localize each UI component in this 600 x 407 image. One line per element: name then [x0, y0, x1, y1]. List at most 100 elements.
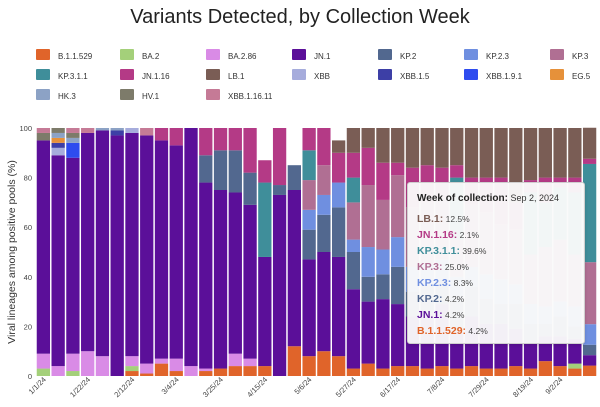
bar-segment[interactable]: [302, 259, 316, 357]
bar-segment[interactable]: [81, 351, 95, 376]
bar-segment[interactable]: [154, 140, 169, 359]
bar-segment[interactable]: [243, 128, 257, 173]
bar-segment[interactable]: [391, 237, 405, 267]
bar-segment[interactable]: [582, 158, 597, 164]
bar-segment[interactable]: [213, 368, 228, 376]
bar-segment[interactable]: [125, 371, 139, 376]
bar-segment[interactable]: [538, 128, 552, 178]
bar-segment[interactable]: [154, 358, 169, 364]
bar-segment[interactable]: [258, 366, 272, 376]
bar-segment[interactable]: [332, 152, 346, 183]
bar-segment[interactable]: [243, 358, 257, 367]
bar-segment[interactable]: [243, 366, 257, 376]
bar-segment[interactable]: [405, 366, 420, 376]
bar-segment[interactable]: [464, 128, 479, 178]
bar-segment[interactable]: [376, 368, 390, 376]
bar-segment[interactable]: [361, 247, 375, 277]
bar-segment[interactable]: [36, 353, 51, 369]
bar-segment[interactable]: [391, 304, 405, 367]
bar-segment[interactable]: [376, 274, 390, 300]
bar-segment[interactable]: [125, 132, 139, 357]
bar-segment[interactable]: [51, 128, 65, 133]
bar-segment[interactable]: [435, 366, 449, 376]
bar-segment[interactable]: [346, 177, 361, 203]
bar-segment[interactable]: [302, 229, 316, 260]
bar-segment[interactable]: [582, 344, 597, 356]
bar-segment[interactable]: [391, 162, 405, 176]
bar-segment[interactable]: [272, 185, 287, 195]
bar-segment[interactable]: [213, 190, 228, 369]
bar-segment[interactable]: [140, 128, 154, 136]
bar-segment[interactable]: [420, 368, 434, 376]
bar-segment[interactable]: [332, 182, 346, 208]
bar-segment[interactable]: [509, 366, 523, 376]
bar-segment[interactable]: [36, 368, 51, 376]
bar-segment[interactable]: [332, 207, 346, 257]
bar-segment[interactable]: [302, 180, 316, 210]
bar-segment[interactable]: [494, 128, 508, 178]
bar-segment[interactable]: [361, 276, 375, 302]
bar-segment[interactable]: [169, 371, 183, 376]
bar-segment[interactable]: [287, 190, 301, 347]
bar-segment[interactable]: [450, 128, 464, 166]
bar-segment[interactable]: [450, 368, 464, 376]
bar-segment[interactable]: [332, 140, 346, 153]
bar-segment[interactable]: [184, 128, 198, 367]
bar-segment[interactable]: [228, 366, 242, 376]
bar-segment[interactable]: [140, 135, 154, 364]
bar-segment[interactable]: [405, 128, 420, 168]
bar-segment[interactable]: [66, 142, 80, 158]
bar-segment[interactable]: [184, 366, 198, 376]
bar-segment[interactable]: [66, 157, 80, 354]
bar-segment[interactable]: [228, 128, 242, 151]
bar-segment[interactable]: [95, 128, 110, 131]
bar-segment[interactable]: [332, 356, 346, 376]
bar-segment[interactable]: [538, 361, 552, 376]
bar-segment[interactable]: [243, 204, 257, 359]
bar-segment[interactable]: [125, 128, 139, 133]
bar-segment[interactable]: [361, 301, 375, 364]
bar-segment[interactable]: [243, 172, 257, 205]
bar-segment[interactable]: [66, 132, 80, 138]
bar-segment[interactable]: [317, 128, 331, 166]
bar-segment[interactable]: [199, 182, 213, 369]
bar-segment[interactable]: [287, 165, 301, 190]
bar-segment[interactable]: [140, 373, 154, 376]
bar-segment[interactable]: [376, 299, 390, 369]
bar-segment[interactable]: [81, 128, 95, 133]
bar-segment[interactable]: [346, 239, 361, 252]
bar-segment[interactable]: [361, 363, 375, 376]
bar-segment[interactable]: [51, 147, 65, 156]
bar-segment[interactable]: [346, 368, 361, 376]
bar-segment[interactable]: [582, 365, 597, 376]
bar-segment[interactable]: [169, 128, 183, 146]
bar-segment[interactable]: [272, 194, 287, 376]
bar-segment[interactable]: [110, 128, 124, 131]
bar-segment[interactable]: [302, 128, 316, 151]
bar-segment[interactable]: [317, 194, 331, 215]
bar-segment[interactable]: [582, 355, 597, 366]
bar-segment[interactable]: [391, 366, 405, 376]
bar-segment[interactable]: [553, 366, 567, 376]
bar-segment[interactable]: [361, 185, 375, 248]
bar-segment[interactable]: [582, 127, 597, 159]
bar-segment[interactable]: [199, 371, 213, 376]
bar-segment[interactable]: [361, 147, 375, 186]
bar-segment[interactable]: [494, 368, 508, 376]
bar-segment[interactable]: [228, 192, 242, 354]
bar-segment[interactable]: [391, 175, 405, 238]
bar-segment[interactable]: [317, 252, 331, 352]
bar-segment[interactable]: [66, 353, 80, 372]
bar-segment[interactable]: [95, 356, 110, 376]
bar-segment[interactable]: [36, 140, 51, 354]
bar-segment[interactable]: [435, 128, 449, 168]
bar-segment[interactable]: [169, 145, 183, 359]
bar-segment[interactable]: [568, 338, 582, 364]
bar-segment[interactable]: [317, 214, 331, 252]
bar-segment[interactable]: [228, 353, 242, 367]
bar-segment[interactable]: [582, 324, 597, 345]
bar-segment[interactable]: [66, 128, 80, 133]
bar-segment[interactable]: [213, 150, 228, 190]
bar-segment[interactable]: [95, 130, 110, 357]
bar-segment[interactable]: [582, 262, 597, 325]
